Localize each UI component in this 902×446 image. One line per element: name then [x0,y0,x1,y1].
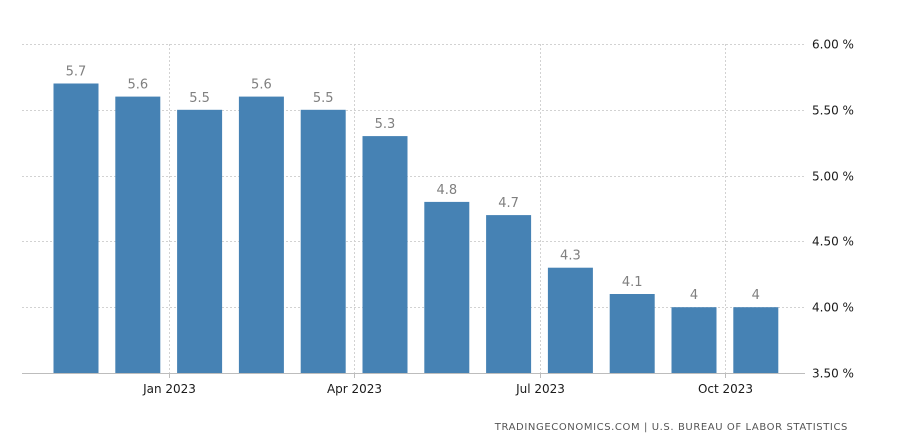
y-tick-label: 6.00 % [812,38,854,52]
y-tick-label: 4.00 % [812,301,854,315]
bar [733,307,779,373]
data-labels: 5.7 5.6 5.5 5.6 5.5 5.3 4.8 4.7 4.3 4.1 4 4 [66,65,760,304]
bar-value-label: 5.5 [313,91,334,106]
bar [300,109,346,374]
bar [238,96,284,373]
bar [609,294,655,373]
bar-value-label: 5.6 [251,78,272,93]
bar [671,307,717,373]
bars [53,83,779,374]
bar-value-label: 4.3 [560,249,581,264]
x-axis: Jan 2023 Apr 2023 Jul 2023 Oct 2023 [142,373,753,396]
bar-value-label: 4.1 [622,275,643,290]
bar-value-label: 4.8 [436,183,457,198]
y-tick-label: 5.50 % [812,104,854,118]
bar [486,215,532,373]
y-axis: 6.00 % 5.50 % 5.00 % 4.50 % 4.00 % 3.50 % [812,38,854,381]
bar [115,96,161,373]
bar-value-label: 5.5 [189,91,210,106]
x-tick-label: Jan 2023 [142,382,196,396]
x-tick-label: Jul 2023 [515,382,565,396]
y-tick-label: 4.50 % [812,235,854,249]
x-tick-label: Apr 2023 [327,382,382,396]
bar-value-label: 4.7 [498,196,519,211]
bar [547,267,593,373]
source-attribution: TRADINGECONOMICS.COM | U.S. BUREAU OF LA… [494,422,848,433]
bar-value-label: 4 [690,288,698,303]
bar [177,109,223,374]
y-tick-label: 3.50 % [812,367,854,381]
y-tick-label: 5.00 % [812,170,854,184]
bar [424,201,470,373]
bar-value-label: 5.7 [66,65,87,80]
x-tick-label: Oct 2023 [698,382,753,396]
bar-value-label: 5.6 [127,78,148,93]
bar-value-label: 5.3 [375,117,396,132]
bar-value-label: 4 [752,288,760,303]
bar [53,83,99,373]
bar [362,136,408,373]
